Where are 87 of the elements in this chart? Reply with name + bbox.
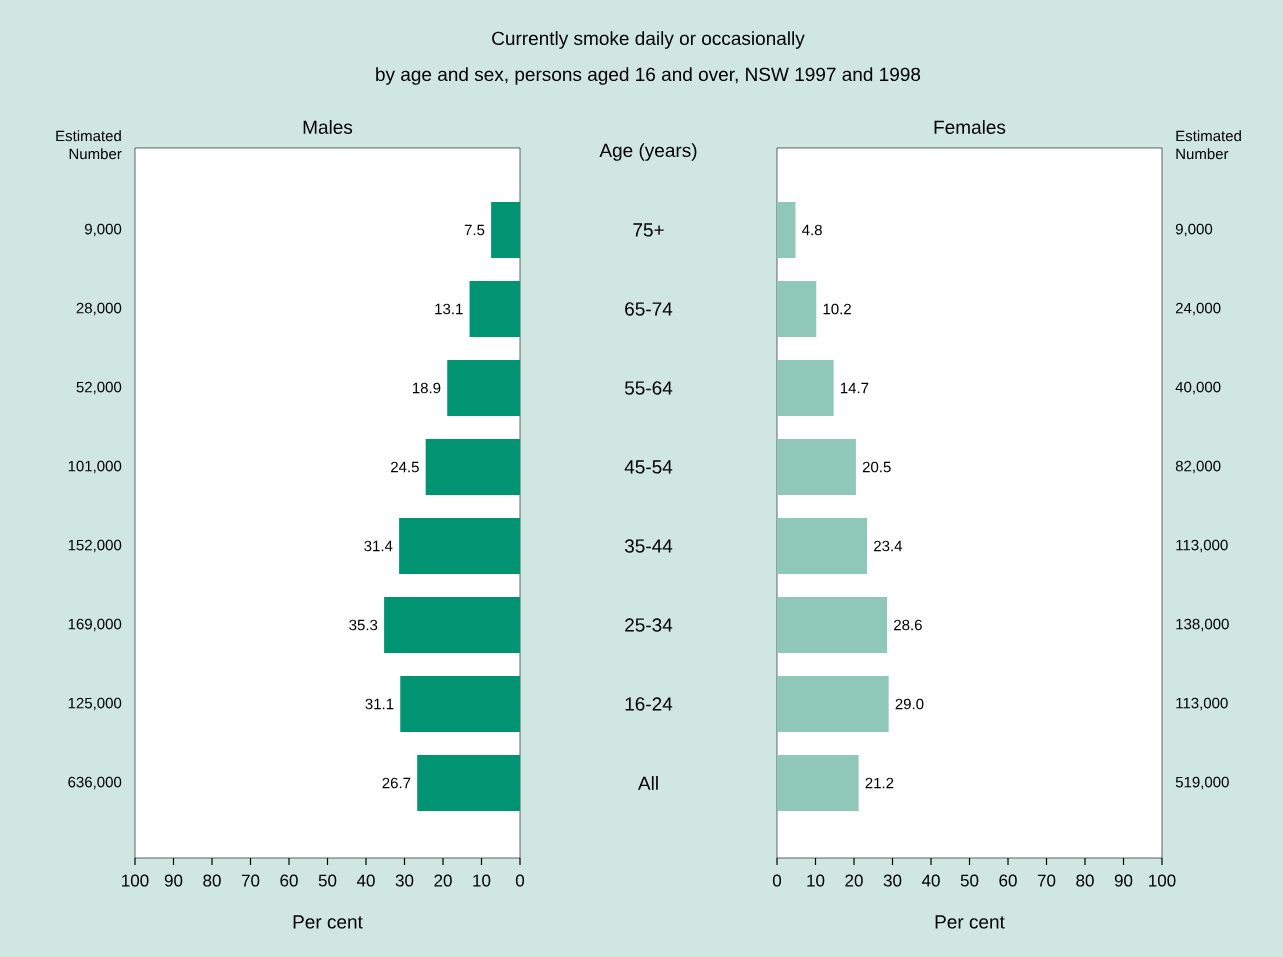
- x-axis-title: Per cent: [935, 915, 1005, 929]
- bar: [777, 517, 868, 574]
- y-tick-label: 75+: [633, 223, 664, 237]
- data-label: 10.2: [823, 303, 851, 315]
- bar: [777, 359, 834, 416]
- text: 101,000: [68, 460, 122, 474]
- data-label: 31.4: [364, 540, 393, 552]
- x-tick-label: 50: [318, 874, 337, 887]
- y-tick-label: 25-34: [625, 618, 673, 632]
- data-label: 29.0: [895, 698, 924, 710]
- data-label: 18.9: [412, 382, 441, 394]
- chart-title: Females: [934, 120, 1006, 134]
- bar: [399, 517, 520, 574]
- data-label: 31.1: [365, 698, 394, 710]
- x-tick-label: 50: [960, 874, 979, 887]
- data-label: 20.5: [862, 461, 891, 473]
- y-tick-label: All: [637, 776, 658, 790]
- y-axis-title: Age (years): [599, 143, 697, 161]
- chart-title: Males: [303, 120, 353, 134]
- x-tick-label: 80: [1076, 874, 1094, 887]
- data-label: 28.6: [894, 619, 922, 631]
- bar: [777, 201, 796, 258]
- text: 113,000: [1176, 539, 1228, 553]
- x-tick-label: 100: [1149, 874, 1176, 887]
- x-tick-label: 40: [921, 874, 940, 887]
- x-tick-label: 70: [1037, 874, 1056, 887]
- data-label: 13.1: [435, 303, 463, 315]
- text: 24,000: [1175, 302, 1221, 316]
- bar: [777, 438, 856, 495]
- text: 9,000: [84, 223, 122, 237]
- text: 52,000: [76, 381, 122, 395]
- x-tick-label: 20: [845, 874, 863, 887]
- text: 82,000: [1175, 460, 1221, 474]
- text: Estimated Number: [56, 130, 122, 160]
- data-label: 24.5: [391, 461, 419, 473]
- text: 152,000: [68, 539, 122, 553]
- x-tick-label: 90: [1114, 874, 1133, 887]
- x-tick-label: 70: [241, 874, 260, 887]
- bar: [384, 596, 520, 653]
- y-tick-label: 65-74: [625, 302, 673, 316]
- x-tick-label: 20: [434, 874, 452, 887]
- data-label: 35.3: [349, 619, 378, 631]
- x-tick-label: 60: [999, 874, 1017, 887]
- bar: [491, 201, 520, 258]
- y-tick-label: 45-54: [624, 460, 673, 474]
- data-label: 4.8: [802, 224, 822, 236]
- text: Currently smoke daily or occasionally: [492, 31, 805, 49]
- data-label: 26.7: [382, 777, 411, 789]
- text: 636,000: [68, 776, 122, 790]
- text: Estimated Number: [1176, 130, 1241, 160]
- bar: [777, 280, 817, 337]
- data-label: 14.7: [840, 382, 869, 394]
- text: 125,000: [68, 697, 122, 711]
- text: by age and sex, persons aged 16 and over, NSW 1997 and 1998: [376, 67, 921, 85]
- text: 169,000: [68, 618, 122, 632]
- data-label: 23.4: [874, 540, 903, 552]
- y-tick-label: 35-44: [624, 539, 673, 553]
- text: 9,000: [1175, 223, 1213, 237]
- x-tick-label: 40: [356, 874, 375, 887]
- bar: [777, 754, 859, 811]
- data-label: 21.2: [865, 777, 894, 789]
- bar: [400, 675, 520, 732]
- x-tick-label: 90: [164, 874, 183, 887]
- data-label: 7.5: [464, 224, 485, 236]
- y-tick-label: 55-64: [624, 381, 673, 395]
- x-tick-label: 0: [772, 874, 782, 887]
- x-tick-label: 30: [883, 874, 902, 887]
- text: 113,000: [1176, 697, 1228, 711]
- text: 40,000: [1175, 381, 1221, 395]
- x-tick-label: 30: [395, 874, 414, 887]
- x-tick-label: 0: [515, 874, 525, 887]
- bar: [417, 754, 520, 811]
- x-tick-label: 60: [280, 874, 298, 887]
- text: 28,000: [76, 302, 122, 316]
- x-tick-label: 80: [203, 874, 221, 887]
- text: 138,000: [1176, 618, 1229, 632]
- x-tick-label: 10: [807, 874, 825, 887]
- x-tick-label: 10: [473, 874, 491, 887]
- bar: [777, 596, 888, 653]
- text: 519,000: [1175, 776, 1229, 790]
- bar: [447, 359, 520, 416]
- x-tick-label: 100: [122, 874, 149, 887]
- x-axis-title: Per cent: [293, 915, 363, 929]
- bar: [469, 280, 520, 337]
- bar: [777, 675, 889, 732]
- y-tick-label: 16-24: [625, 697, 673, 711]
- bar: [425, 438, 520, 495]
